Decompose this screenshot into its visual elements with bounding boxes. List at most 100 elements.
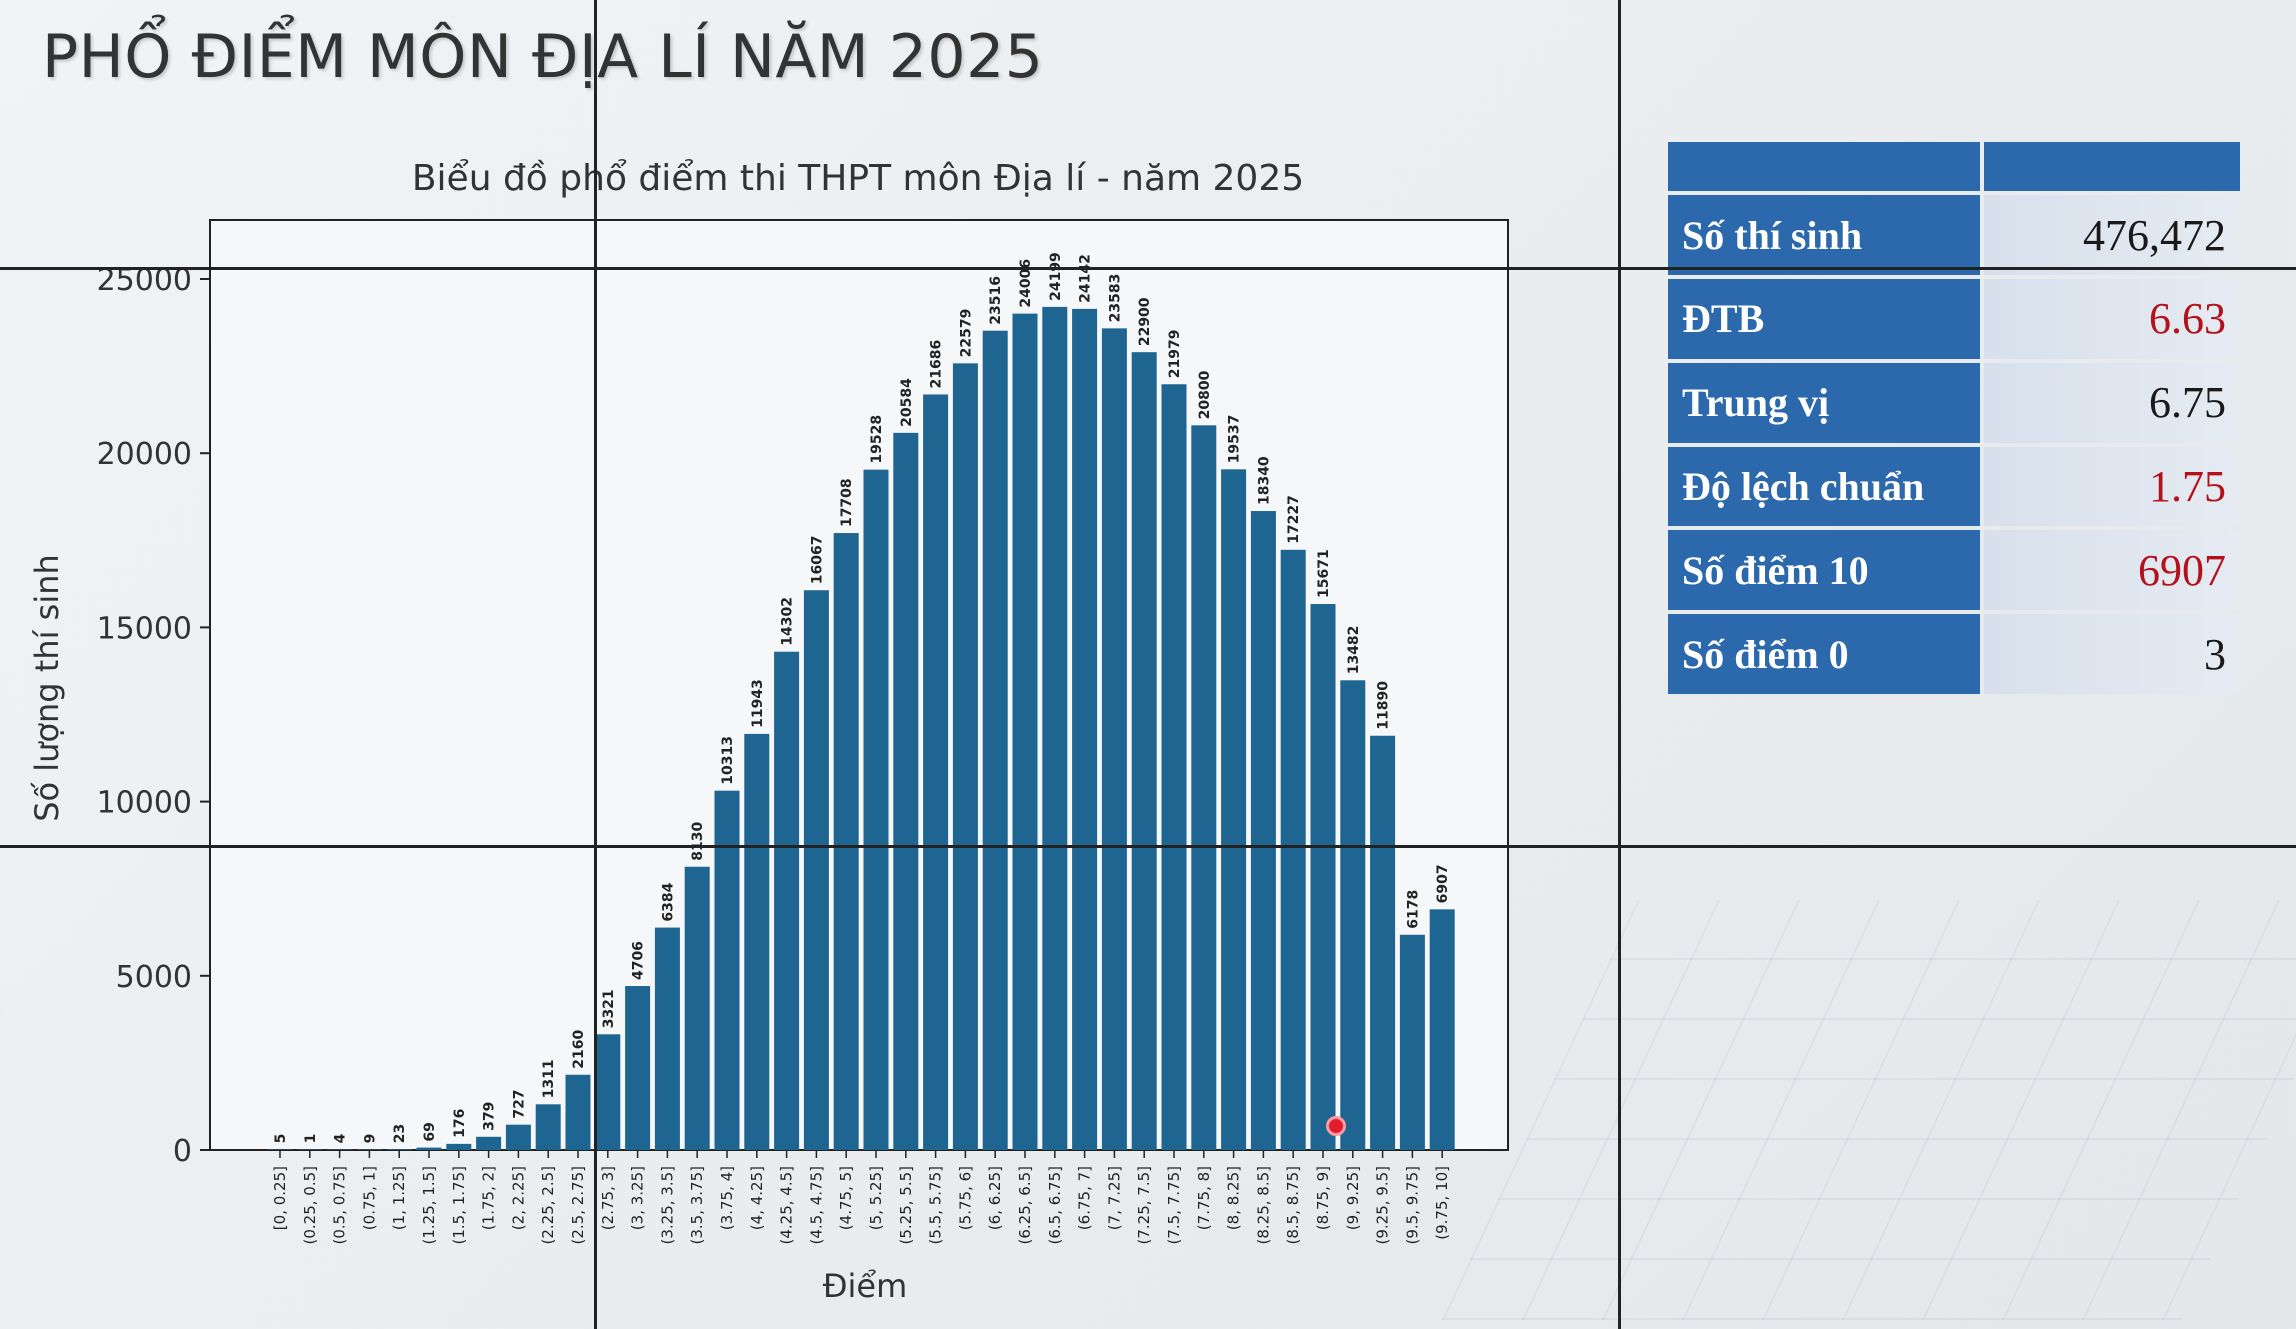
bar [1161, 384, 1187, 1150]
bar-value-label: 11943 [750, 679, 766, 728]
bar-value-label: 8130 [690, 822, 706, 861]
frame-divider-horizontal [0, 845, 2296, 848]
bar-value-label: 21979 [1167, 330, 1183, 379]
y-tick-label: 5000 [116, 960, 192, 995]
y-tick-label: 15000 [97, 611, 192, 646]
x-tick-label: (3.75, 4] [718, 1166, 736, 1230]
x-tick-label: (8.25, 8.5] [1254, 1166, 1272, 1245]
frame-divider-vertical [1618, 0, 1621, 1329]
stats-value: 6.75 [1984, 362, 2240, 443]
x-tick-label: (3.25, 3.5] [658, 1166, 676, 1245]
bar-value-label: 23516 [988, 276, 1004, 325]
x-tick-label: (7.5, 7.75] [1165, 1166, 1183, 1245]
bar [1340, 680, 1366, 1150]
x-tick-label: (5.75, 6] [956, 1166, 974, 1230]
x-tick-label: (9, 9.25] [1344, 1166, 1362, 1230]
x-tick-label: (5, 5.25] [867, 1166, 885, 1230]
bar-value-label: 13482 [1346, 626, 1362, 675]
bar-value-label: 24006 [1018, 259, 1034, 308]
bar [714, 790, 740, 1150]
x-tick-label: (7.75, 8] [1195, 1166, 1213, 1230]
stats-label: Số điểm 0 [1668, 614, 1981, 694]
bar [446, 1143, 472, 1150]
x-tick-label: (8.75, 9] [1314, 1166, 1332, 1230]
bar [803, 590, 829, 1150]
stats-header-cell [1668, 142, 1981, 192]
bar [1042, 306, 1068, 1150]
x-tick-label: (1.25, 1.5] [420, 1166, 438, 1245]
bar [893, 432, 919, 1150]
x-tick-label: (1.5, 1.75] [450, 1166, 468, 1245]
bar-value-label: 21686 [929, 340, 945, 389]
stats-value: 3 [1984, 614, 2240, 694]
bar [1191, 425, 1217, 1150]
stats-value: 6907 [1984, 530, 2240, 611]
x-tick-label: (2, 2.25] [509, 1166, 527, 1230]
x-tick-label: (7.25, 7.5] [1135, 1166, 1153, 1245]
bar-value-label: 1 [303, 1134, 319, 1144]
bar [1221, 469, 1247, 1150]
bar-value-label: 1311 [541, 1059, 557, 1098]
bar [416, 1147, 442, 1150]
x-tick-label: (2.5, 2.75] [569, 1166, 587, 1245]
stats-row: Độ lệch chuẩn 1.75 [1668, 446, 2240, 527]
x-tick-label: (6.75, 7] [1076, 1166, 1094, 1230]
x-tick-label: (6, 6.25] [986, 1166, 1004, 1230]
bar [1250, 511, 1276, 1150]
x-tick-label: (0.25, 0.5] [301, 1166, 319, 1245]
stats-row: ĐTB 6.63 [1668, 278, 2240, 359]
score-distribution-chart: Biểu đồ phổ điểm thi THPT môn Địa lí - n… [28, 158, 1509, 1305]
bar [1310, 604, 1336, 1150]
x-axis: [0, 0.25] (0.25, 0.5] (0.5, 0.75] (0.75, 1]… [271, 1150, 1451, 1245]
x-tick-label: (5.25, 5.5] [897, 1166, 915, 1245]
bar-value-label: 379 [482, 1102, 498, 1131]
bar-value-label: 10313 [720, 736, 736, 785]
bars-group [267, 306, 1455, 1150]
bar-value-label: 9 [362, 1134, 378, 1144]
bar-value-label: 4706 [631, 941, 647, 980]
bar-value-label: 20800 [1197, 370, 1213, 419]
bar-value-labels: 5 1 4 9 23 69 176 379 727 1311 2160 3321 4706 6384 813… [273, 252, 1451, 1143]
x-tick-label: (1.75, 2] [480, 1166, 498, 1230]
x-tick-label: (9.25, 9.5] [1374, 1166, 1392, 1245]
bar [1429, 909, 1455, 1150]
x-tick-label: (0.5, 0.75] [331, 1166, 349, 1245]
x-axis-label: Điểm [823, 1267, 908, 1305]
x-tick-label: (4, 4.25] [748, 1166, 766, 1230]
bar [952, 363, 978, 1150]
bar-value-label: 14302 [780, 597, 796, 646]
stats-value: 6.63 [1984, 278, 2240, 359]
bar-value-label: 18340 [1256, 456, 1272, 505]
bar [863, 469, 889, 1150]
bar [327, 1149, 353, 1150]
x-tick-label: (4.75, 5] [837, 1166, 855, 1230]
bar-value-label: 17227 [1286, 495, 1302, 544]
x-tick-label: (6.25, 6.5] [1016, 1166, 1034, 1245]
stats-label: ĐTB [1668, 278, 1981, 359]
bar [1370, 735, 1396, 1150]
bar-value-label: 23583 [1107, 274, 1123, 323]
bar-value-label: 69 [422, 1122, 438, 1141]
stats-header-row [1668, 142, 2240, 192]
stats-label: Số thí sinh [1668, 195, 1981, 275]
bar [476, 1136, 502, 1150]
stats-value: 1.75 [1984, 446, 2240, 527]
bar [1012, 313, 1038, 1150]
bar-value-label: 2160 [571, 1030, 587, 1069]
bar [833, 533, 859, 1150]
bar-value-label: 11890 [1376, 681, 1392, 730]
y-axis-label: Số lượng thí sinh [28, 554, 66, 822]
bar-value-label: 24199 [1048, 252, 1064, 301]
stats-row: Số thí sinh 476,472 [1668, 195, 2240, 275]
y-tick-label: 0 [173, 1134, 192, 1169]
bar-value-label: 6907 [1435, 864, 1451, 903]
page-title: PHỔ ĐIỂM MÔN ĐỊA LÍ NĂM 2025 [42, 22, 1044, 92]
x-tick-label: (3, 3.25] [629, 1166, 647, 1230]
x-tick-label: (2.25, 2.5] [539, 1166, 557, 1245]
bar-value-label: 3321 [601, 989, 617, 1028]
bar [1131, 352, 1157, 1150]
pointer-marker [1326, 1116, 1346, 1136]
bar-value-label: 727 [511, 1089, 527, 1118]
x-tick-label: (2.75, 3] [599, 1166, 617, 1230]
